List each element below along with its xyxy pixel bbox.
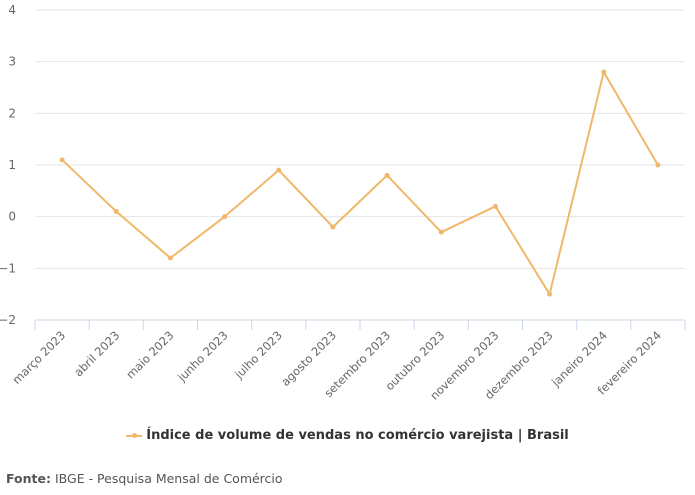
y-tick-label: −2 <box>0 313 16 327</box>
data-point <box>167 255 173 261</box>
source-note: Fonte: IBGE - Pesquisa Mensal de Comérci… <box>6 471 283 486</box>
data-point <box>601 69 607 75</box>
data-point <box>330 224 336 230</box>
data-point <box>113 209 119 214</box>
y-tick-label: 3 <box>8 55 16 69</box>
data-point <box>59 157 65 163</box>
legend-line-icon <box>126 432 143 438</box>
x-tick-label: abril 2023 <box>71 328 122 379</box>
source-label: Fonte: <box>6 471 51 486</box>
x-tick-label: julho 2023 <box>231 328 285 382</box>
x-tick-label: maio 2023 <box>123 328 176 381</box>
data-point <box>222 214 228 220</box>
source-text: IBGE - Pesquisa Mensal de Comércio <box>54 471 283 486</box>
x-tick-label: junho 2023 <box>174 328 231 385</box>
data-point <box>492 203 498 209</box>
y-tick-label: −1 <box>0 261 16 275</box>
y-tick-label: 1 <box>8 158 16 172</box>
x-tick-label: março 2023 <box>10 328 69 387</box>
series-line <box>61 71 659 296</box>
y-tick-label: 2 <box>8 106 16 120</box>
data-point <box>655 162 661 168</box>
data-point <box>276 167 282 173</box>
legend[interactable]: Índice de volume de vendas no comércio v… <box>0 428 695 443</box>
data-point <box>384 172 390 178</box>
legend-label: Índice de volume de vendas no comércio v… <box>146 428 569 443</box>
data-point <box>438 229 444 235</box>
x-tick-label: agosto 2023 <box>278 328 339 389</box>
data-point <box>547 291 553 297</box>
y-tick-label: 0 <box>8 210 16 224</box>
y-tick-label: 4 <box>8 3 16 17</box>
